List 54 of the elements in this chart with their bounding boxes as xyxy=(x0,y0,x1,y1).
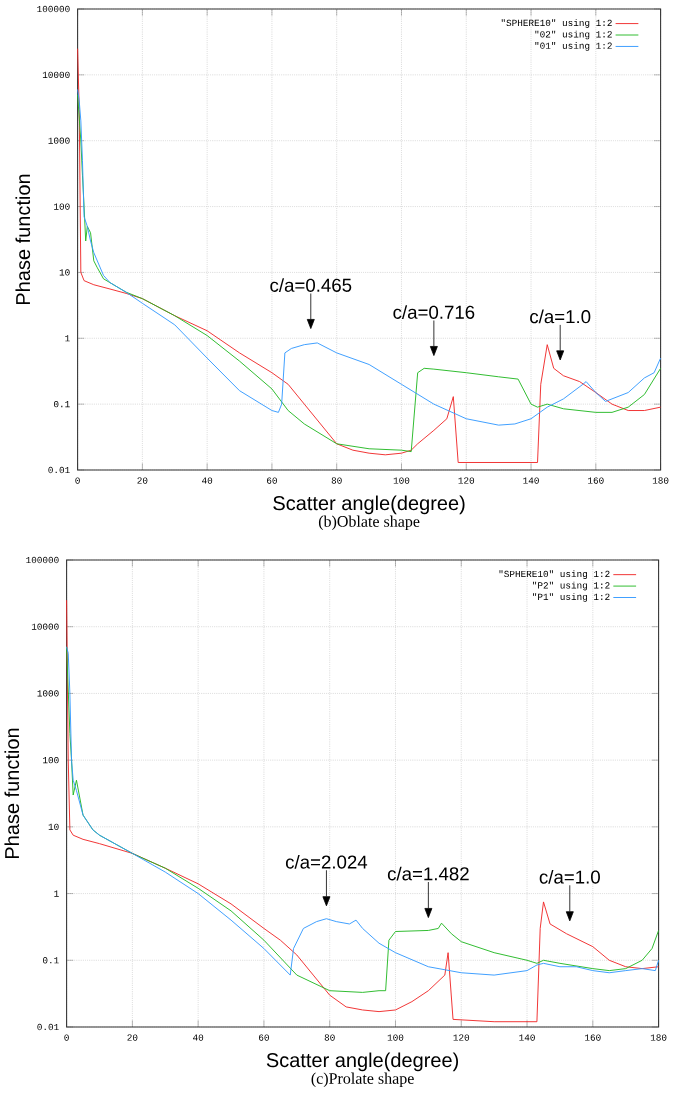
legend-label: "SPHERE10" using 1:2 xyxy=(499,570,610,579)
x-tick-label: 60 xyxy=(266,477,277,484)
legend-label: "01" using 1:2 xyxy=(535,42,612,51)
legend-label: "P1" using 1:2 xyxy=(532,593,610,602)
text: (c)Prolate shape xyxy=(311,1072,414,1088)
y-tick-label: 100000 xyxy=(37,5,70,13)
y-tick-label: 0.1 xyxy=(42,957,59,964)
x-tick-label: 80 xyxy=(324,1034,335,1041)
y-tick-label: 100 xyxy=(53,203,70,210)
y-tick-label: 0.01 xyxy=(48,466,70,474)
y-tick-label: 0.1 xyxy=(53,400,70,408)
y-axis-title: Phase function xyxy=(15,174,30,305)
x-tick-label: 0 xyxy=(75,477,80,484)
y-tick-label: 0.01 xyxy=(37,1023,59,1031)
y-tick-label: 1000 xyxy=(37,690,59,697)
annotation: c/a=1.0 xyxy=(539,869,600,884)
y-tick-label: 1 xyxy=(65,335,70,342)
annotation: c/a=2.024 xyxy=(285,854,367,869)
y-tick-label: 1000 xyxy=(48,137,70,144)
x-tick-label: 0 xyxy=(64,1034,69,1041)
x-tick-label: 180 xyxy=(652,477,669,484)
x-tick-label: 160 xyxy=(584,1034,601,1041)
legend-label: "P2" using 1:2 xyxy=(532,581,610,591)
x-tick-label: 20 xyxy=(137,477,148,484)
legend-label: "02" using 1:2 xyxy=(535,30,612,40)
x-tick-label: 40 xyxy=(192,1034,203,1041)
y-tick-label: 100000 xyxy=(26,556,59,564)
y-tick-label: 10 xyxy=(59,269,70,276)
x-tick-label: 120 xyxy=(458,477,474,484)
x-tick-label: 80 xyxy=(331,477,342,484)
y-tick-label: 10000 xyxy=(42,71,70,79)
x-tick-label: 140 xyxy=(523,477,539,484)
x-tick-label: 180 xyxy=(650,1034,667,1041)
x-tick-label: 40 xyxy=(201,477,212,484)
x-tick-label: 20 xyxy=(127,1034,138,1041)
x-tick-label: 140 xyxy=(519,1034,535,1041)
y-axis-title: Phase function xyxy=(4,728,19,859)
y-tick-label: 10 xyxy=(48,823,59,831)
x-axis-title: Scatter angle(degree) xyxy=(266,1052,458,1072)
x-tick-label: 160 xyxy=(587,477,604,484)
y-tick-label: 100 xyxy=(42,756,59,764)
x-tick-label: 120 xyxy=(453,1034,469,1041)
x-tick-label: 60 xyxy=(258,1034,269,1041)
y-tick-label: 10000 xyxy=(31,623,59,630)
annotation: c/a=0.465 xyxy=(270,278,352,292)
annotation: c/a=1.482 xyxy=(387,866,469,881)
annotation: c/a=1.0 xyxy=(529,309,591,324)
y-tick-label: 1 xyxy=(54,890,59,897)
x-tick-label: 100 xyxy=(387,1034,404,1041)
annotation: c/a=0.716 xyxy=(393,305,475,319)
x-tick-label: 100 xyxy=(393,477,410,484)
x-axis-title: Scatter angle(degree) xyxy=(273,495,465,515)
text: (b)Oblate shape xyxy=(318,515,420,531)
legend-label: "SPHERE10" using 1:2 xyxy=(501,19,612,28)
